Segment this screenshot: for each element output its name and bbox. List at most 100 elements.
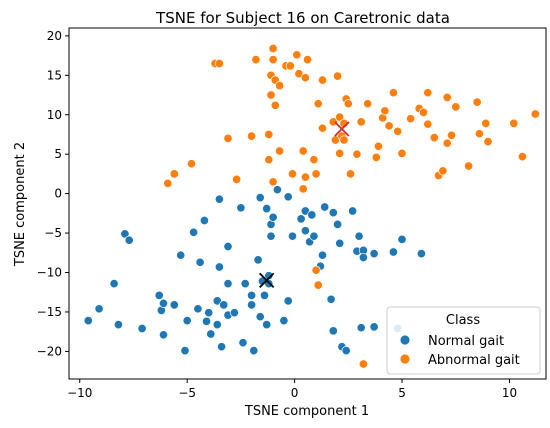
data-point-normal-gait xyxy=(158,330,169,340)
data-point-normal-gait xyxy=(348,206,358,216)
series-normal-gait xyxy=(83,185,426,356)
x-axis-label: TSNE component 1 xyxy=(244,404,369,419)
data-point-normal-gait xyxy=(358,252,368,263)
data-point-abnormal-gait xyxy=(388,88,398,98)
data-point-abnormal-gait xyxy=(285,61,295,71)
y-tick-label: 0 xyxy=(54,187,62,201)
y-axis-label: TSNE component 2 xyxy=(13,142,28,267)
data-point-normal-gait xyxy=(320,202,330,212)
data-point-abnormal-gait xyxy=(481,118,491,128)
data-point-normal-gait xyxy=(158,298,169,308)
data-point-abnormal-gait xyxy=(517,152,527,162)
data-point-normal-gait xyxy=(137,323,147,334)
data-point-abnormal-gait xyxy=(163,178,173,188)
data-point-abnormal-gait xyxy=(373,141,383,151)
data-point-normal-gait xyxy=(169,300,179,310)
data-point-normal-gait xyxy=(214,262,224,272)
data-point-abnormal-gait xyxy=(186,159,197,169)
data-point-normal-gait xyxy=(238,338,248,348)
data-point-abnormal-gait xyxy=(530,109,540,119)
data-point-abnormal-gait xyxy=(292,50,302,60)
data-point-abnormal-gait xyxy=(309,155,319,165)
data-point-abnormal-gait xyxy=(423,88,433,98)
data-point-abnormal-gait xyxy=(317,123,328,133)
data-point-normal-gait xyxy=(255,193,265,203)
data-point-normal-gait xyxy=(199,215,209,226)
data-point-abnormal-gait xyxy=(266,90,276,100)
x-tick-label: 0 xyxy=(291,386,299,400)
data-point-normal-gait xyxy=(369,322,379,332)
x-tick-label: −5 xyxy=(178,386,196,400)
data-point-abnormal-gait xyxy=(438,166,448,176)
data-point-abnormal-gait xyxy=(339,135,349,145)
data-point-normal-gait xyxy=(124,235,134,245)
data-point-normal-gait xyxy=(189,227,199,237)
data-point-abnormal-gait xyxy=(429,133,439,143)
data-point-abnormal-gait xyxy=(300,172,310,182)
data-point-abnormal-gait xyxy=(275,81,285,91)
data-point-abnormal-gait xyxy=(464,161,474,171)
data-point-normal-gait xyxy=(272,185,282,195)
y-tick-label: 20 xyxy=(47,29,62,43)
data-point-normal-gait xyxy=(214,194,224,204)
data-point-normal-gait xyxy=(255,312,265,322)
data-point-abnormal-gait xyxy=(300,73,310,83)
data-point-normal-gait xyxy=(120,229,130,239)
data-point-normal-gait xyxy=(219,300,229,310)
data-point-abnormal-gait xyxy=(352,149,362,159)
data-point-abnormal-gait xyxy=(311,265,321,275)
data-point-abnormal-gait xyxy=(311,169,321,179)
series-abnormal-gait xyxy=(163,43,540,369)
data-point-abnormal-gait xyxy=(270,100,280,110)
data-point-abnormal-gait xyxy=(345,169,356,179)
data-point-normal-gait xyxy=(317,250,328,260)
data-point-normal-gait xyxy=(262,204,272,214)
data-point-abnormal-gait xyxy=(335,148,345,158)
data-point-normal-gait xyxy=(201,316,212,326)
data-point-abnormal-gait xyxy=(451,102,461,112)
plot-area xyxy=(83,43,540,369)
legend: Class Normal gait Abnormal gait xyxy=(386,306,541,375)
data-point-abnormal-gait xyxy=(302,55,313,65)
chart-title: TSNE for Subject 16 on Caretronic data xyxy=(155,9,450,27)
data-point-normal-gait xyxy=(279,316,289,326)
data-point-abnormal-gait xyxy=(423,119,433,129)
data-point-abnormal-gait xyxy=(328,117,338,127)
data-point-abnormal-gait xyxy=(287,169,298,179)
data-point-abnormal-gait xyxy=(251,55,261,65)
data-point-abnormal-gait xyxy=(223,133,233,143)
data-point-abnormal-gait xyxy=(298,184,308,194)
data-point-normal-gait xyxy=(217,342,227,352)
data-point-abnormal-gait xyxy=(356,117,366,127)
data-point-normal-gait xyxy=(236,203,246,213)
data-point-normal-gait xyxy=(341,346,351,356)
data-point-abnormal-gait xyxy=(268,55,278,65)
data-point-abnormal-gait xyxy=(509,118,519,128)
data-point-abnormal-gait xyxy=(298,146,308,156)
data-point-normal-gait xyxy=(354,231,364,241)
data-point-normal-gait xyxy=(113,320,123,330)
data-point-normal-gait xyxy=(259,290,270,300)
y-tick-label: −15 xyxy=(37,305,62,319)
legend-marker-normal-gait xyxy=(399,334,411,346)
data-point-normal-gait xyxy=(249,346,259,356)
data-point-normal-gait xyxy=(309,231,319,241)
data-point-normal-gait xyxy=(223,279,233,289)
data-point-abnormal-gait xyxy=(483,137,493,147)
data-point-normal-gait xyxy=(266,231,276,241)
data-point-normal-gait xyxy=(262,320,272,330)
data-point-abnormal-gait xyxy=(371,152,381,162)
data-point-normal-gait xyxy=(253,255,263,265)
data-point-abnormal-gait xyxy=(333,71,343,81)
data-point-normal-gait xyxy=(388,247,398,257)
data-point-abnormal-gait xyxy=(358,359,368,369)
y-tick-label: 10 xyxy=(47,108,62,122)
data-point-normal-gait xyxy=(94,304,104,314)
y-tick-label: 5 xyxy=(54,147,62,161)
data-point-normal-gait xyxy=(154,290,164,300)
data-point-normal-gait xyxy=(223,241,233,252)
data-point-abnormal-gait xyxy=(406,114,416,124)
y-tick-label: −20 xyxy=(37,344,62,358)
legend-box xyxy=(386,306,541,375)
